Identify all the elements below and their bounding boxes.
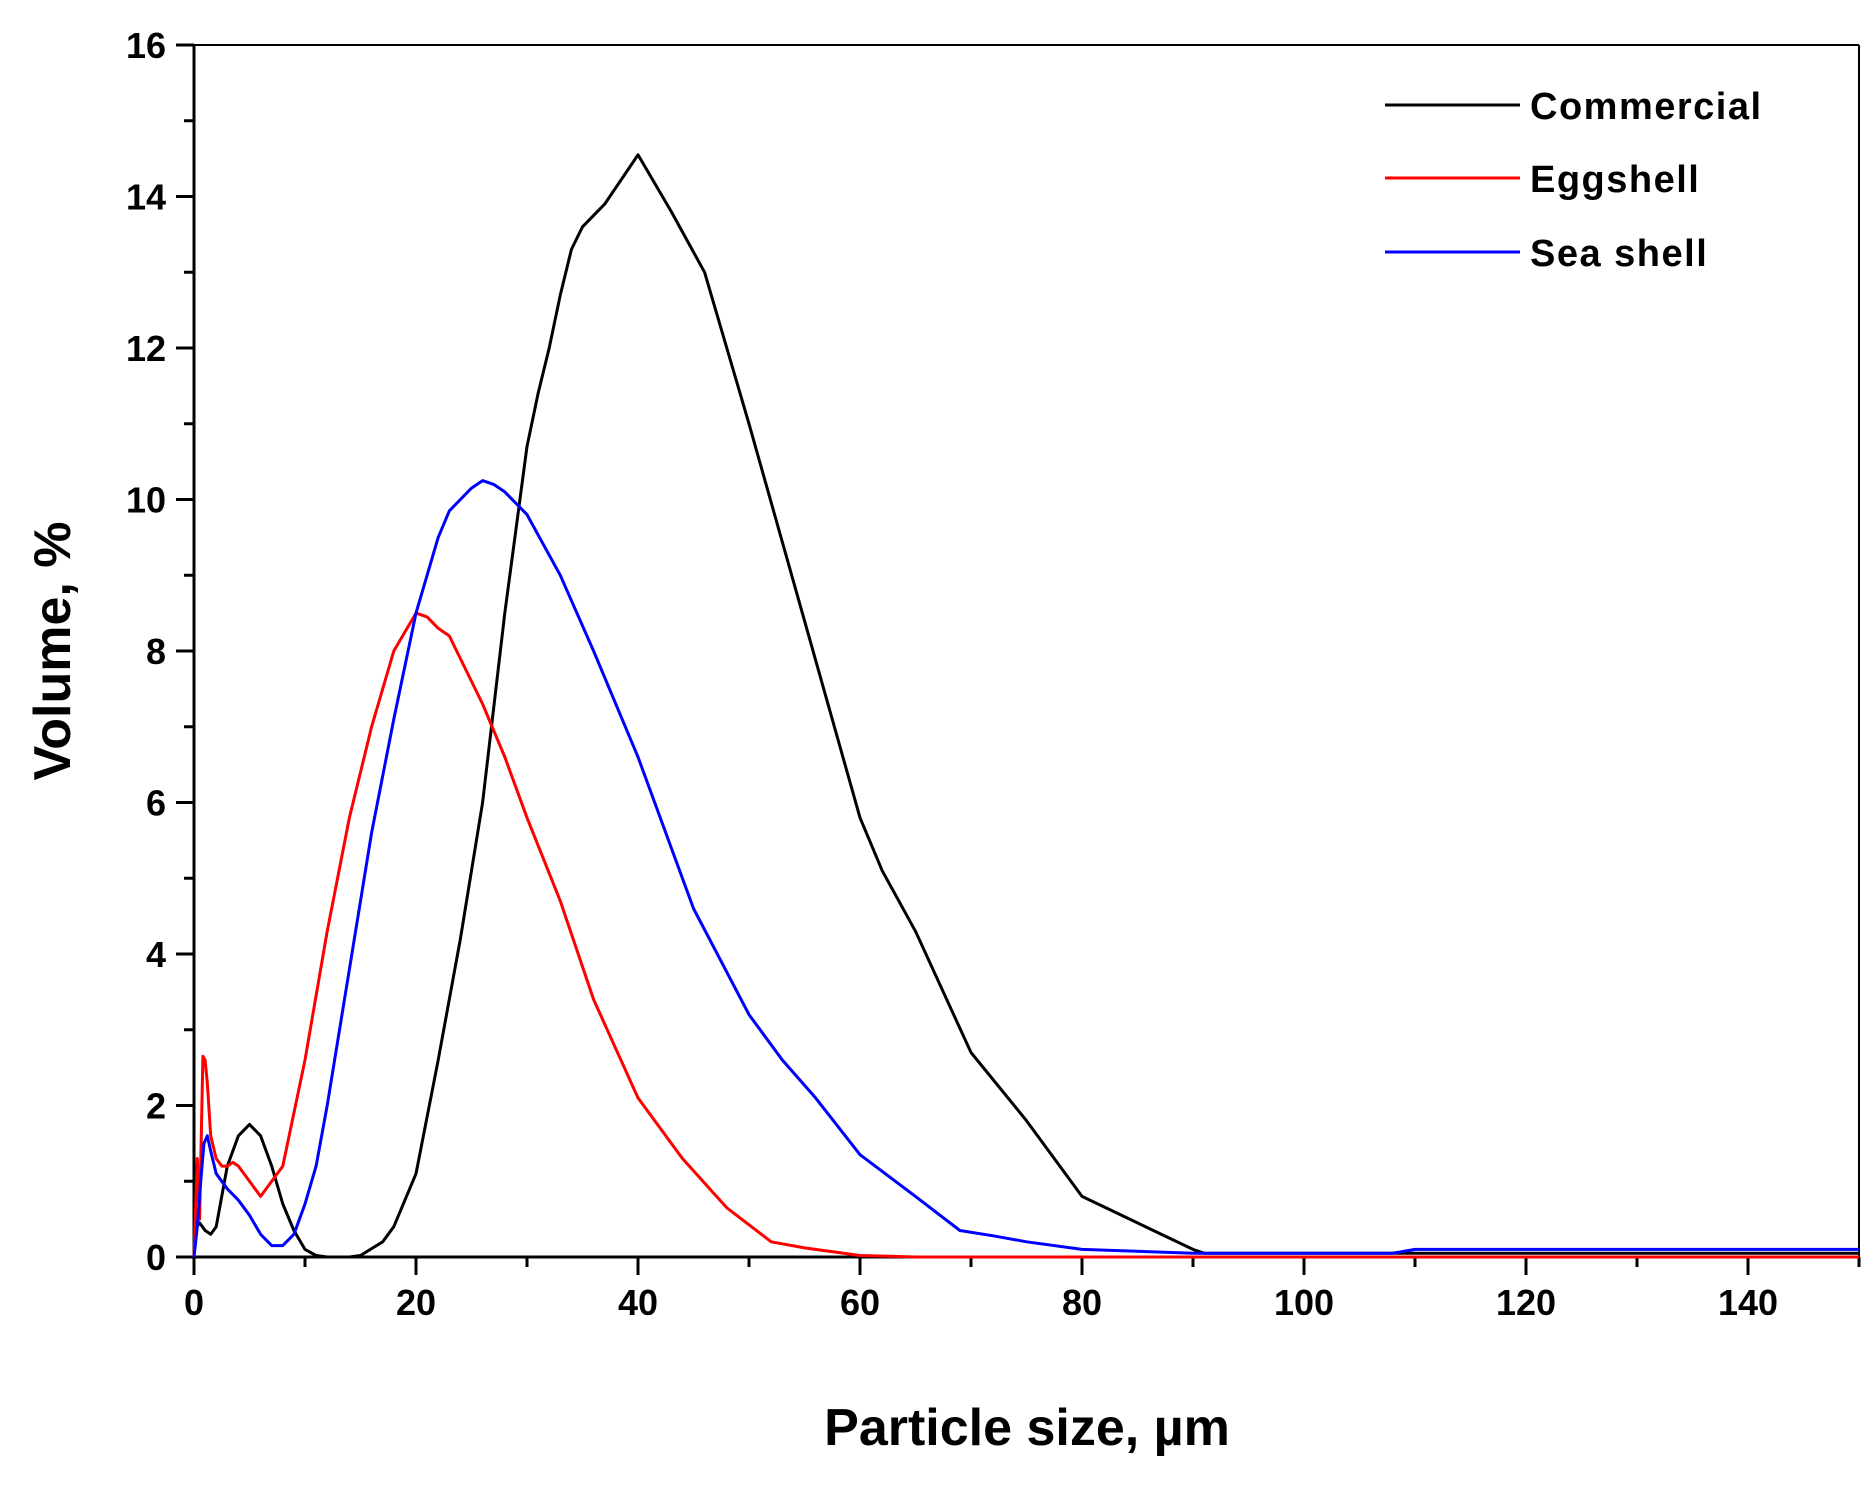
legend-label-eggshell: Eggshell — [1530, 159, 1700, 201]
plot-frame — [192, 44, 1860, 1259]
x-tick-label: 140 — [1718, 1282, 1778, 1323]
legend-label-commercial: Commercial — [1530, 86, 1763, 128]
x-tick-label: 40 — [618, 1282, 658, 1323]
y-tick-label: 6 — [146, 783, 166, 824]
x-tick-label: 20 — [396, 1282, 436, 1323]
y-axis-title: Volume, % — [24, 521, 82, 780]
x-tick-label: 100 — [1274, 1282, 1334, 1323]
y-tick-label: 8 — [146, 631, 166, 672]
x-axis-title: Particle size, µm — [824, 1399, 1230, 1457]
legend-label-sea-shell: Sea shell — [1530, 233, 1708, 275]
x-tick-label: 120 — [1496, 1282, 1556, 1323]
y-ticks: 0 2 4 6 8 10 12 14 16 — [126, 25, 194, 1278]
x-tick-label: 0 — [184, 1282, 204, 1323]
series-line-commercial — [192, 153, 1859, 1259]
legend: Commercial Eggshell Sea shell — [1385, 86, 1763, 275]
y-tick-label: 10 — [126, 480, 166, 521]
x-tick-label: 60 — [840, 1282, 880, 1323]
y-tick-label: 16 — [126, 25, 166, 66]
series-line-sea-shell — [192, 479, 1859, 1258]
y-tick-label: 12 — [126, 328, 166, 369]
y-tick-label: 0 — [146, 1237, 166, 1278]
x-ticks: 0 20 40 60 80 100 120 140 — [184, 1257, 1861, 1323]
y-tick-label: 2 — [146, 1086, 166, 1127]
x-tick-label: 80 — [1062, 1282, 1102, 1323]
series-lines — [192, 153, 1859, 1259]
y-tick-label: 4 — [146, 934, 166, 975]
series-line-eggshell — [192, 611, 1859, 1259]
y-tick-label: 14 — [126, 177, 166, 218]
